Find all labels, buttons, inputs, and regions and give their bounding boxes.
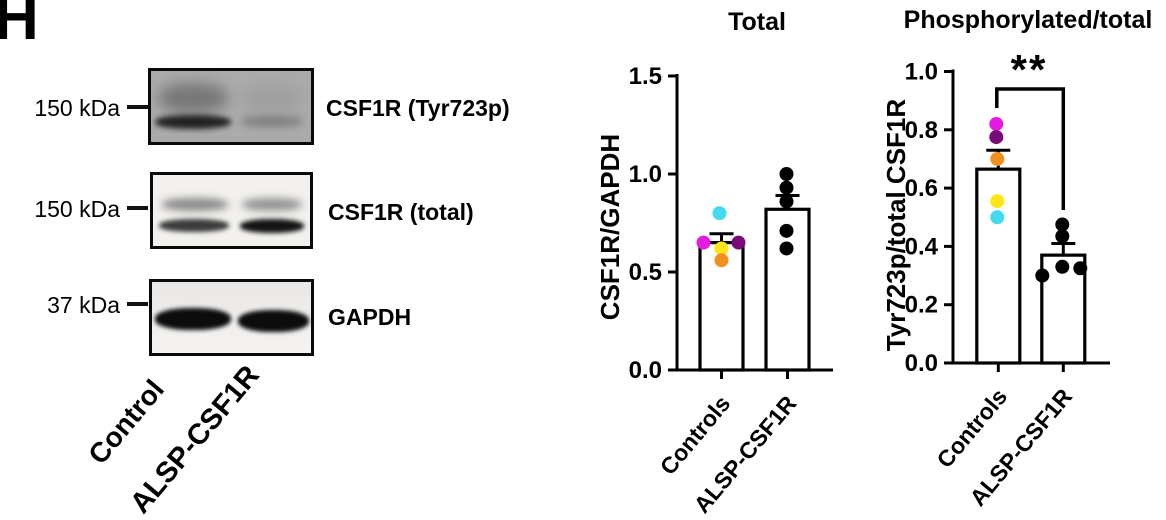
data-point (714, 253, 729, 268)
blot-band (242, 198, 302, 211)
data-point (714, 241, 729, 256)
blot-image-gapdh (149, 279, 314, 356)
data-point (990, 210, 1005, 225)
significance-stars: ** (1010, 46, 1048, 93)
y-tick-label: 1.5 (629, 63, 662, 90)
y-tick-label: 0.8 (905, 117, 938, 144)
data-point (990, 194, 1005, 209)
data-point (712, 206, 727, 221)
y-tick-label: 1.0 (905, 59, 938, 86)
data-point (989, 116, 1004, 131)
y-tick-label: 0.0 (629, 357, 662, 384)
y-tick-label: 0.6 (905, 175, 938, 202)
mw-marker-37kda: 37 kDa (47, 292, 120, 318)
data-point (1035, 268, 1050, 283)
data-point (779, 223, 794, 238)
data-point (779, 167, 794, 181)
data-point (731, 235, 746, 250)
y-tick-label: 1.0 (629, 161, 662, 188)
data-point (696, 235, 711, 250)
data-point (1055, 259, 1070, 274)
data-point (779, 180, 794, 195)
y-tick-label: 0.2 (905, 292, 938, 319)
mw-marker-150kda-1: 150 kDa (34, 95, 120, 121)
blot-band (155, 308, 231, 330)
mw-tick (127, 302, 148, 306)
y-tick-label: 0.4 (905, 233, 939, 260)
data-point (779, 194, 794, 209)
data-point (1055, 229, 1070, 244)
blot-label-gapdh: GAPDH (328, 304, 412, 330)
mw-marker-150kda-2: 150 kDa (34, 196, 120, 222)
data-point (1055, 217, 1070, 232)
mw-tick (127, 105, 148, 109)
chart-title-phospho-total: Phosphorylated/total (903, 6, 1153, 34)
blot-band (240, 219, 304, 233)
blot-band (241, 85, 303, 111)
blot-label-csf1r-tyr723p: CSF1R (Tyr723p) (326, 95, 510, 121)
blot-band (241, 116, 303, 127)
chart-title-total: Total (728, 8, 786, 36)
y-tick-label: 0.0 (905, 350, 938, 377)
blot-image-csf1r-total (150, 172, 313, 249)
blot-band (158, 83, 228, 113)
blot-band (159, 219, 229, 232)
panel-letter: H (0, 0, 39, 53)
y-tick-label: 0.5 (629, 259, 662, 286)
blot-label-csf1r-total: CSF1R (total) (328, 199, 474, 225)
blot-band (238, 310, 309, 332)
data-point (779, 241, 794, 256)
blot-band (162, 198, 228, 211)
data-point (1073, 261, 1088, 276)
data-point (989, 130, 1004, 145)
mw-tick (127, 206, 148, 210)
data-point (990, 151, 1005, 166)
significance-bracket (995, 87, 1066, 210)
blot-image-csf1r-tyr723p (148, 68, 314, 145)
blot-band (155, 115, 231, 129)
